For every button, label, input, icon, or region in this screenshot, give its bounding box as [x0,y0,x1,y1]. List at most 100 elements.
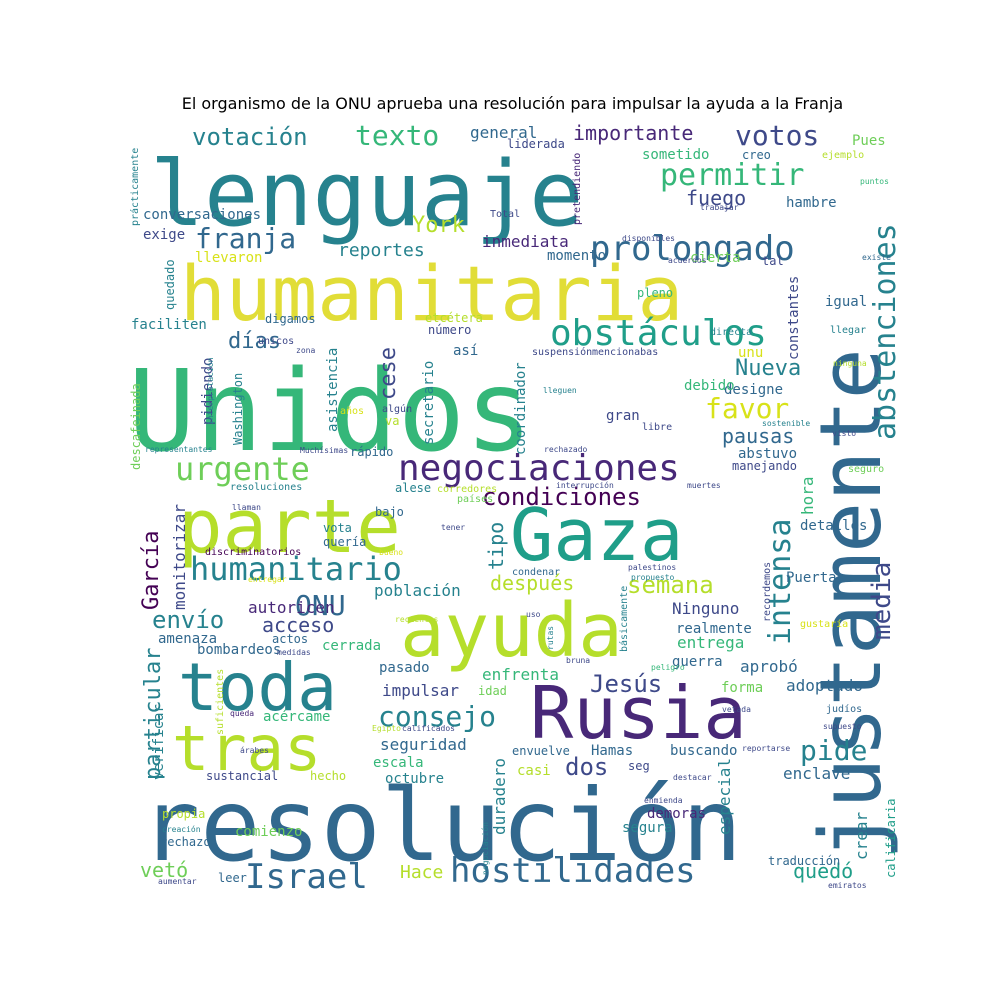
word-sostenible: sostenible [762,419,810,428]
word-rechazo: rechazó [160,835,211,849]
word-aprobo: aprobó [740,657,798,676]
word-monitorizar: monitorizar [170,504,189,610]
word-propuesto: propuesto [631,573,675,582]
word-propia: propia [162,807,205,821]
word-quedo: quedó [793,859,853,883]
word-total: Total [490,209,520,220]
word-suficientes: suficientes [215,669,226,735]
word-hamas: Hamas [591,743,633,759]
word-queria: quería [323,535,366,549]
word-nueva: Nueva [735,356,801,381]
word-secretario: secretario [421,361,437,445]
word-algun: algún [382,403,412,415]
word-condenar: condenar [512,567,560,578]
word-creacion: creación [162,824,201,834]
word-guerra: guerra [672,654,723,670]
word-israel: Israel [245,857,368,897]
word-etcetera: etcétera [425,311,483,325]
word-cerrada: cerrada [322,638,381,654]
word-llaman: llaman [232,503,261,512]
word-pidiendo: pidiendo [200,358,216,425]
word-mencionabas: mencionabas [592,347,658,358]
word-gran: gran [606,408,640,424]
word-poblacion: población [374,581,461,600]
word-exige: exige [143,227,185,243]
word-media: media [867,562,897,640]
word-texto: texto [355,119,439,152]
word-muchisimas: Muchísimas [300,446,348,455]
word-liderada: liderada [507,137,565,151]
word-uso: uso [526,610,541,619]
word-rechazado: rechazado [544,445,588,454]
word-seg: seg [628,759,650,773]
word-gaza: Gaza [510,493,683,577]
word-bruna: bruna [566,656,590,665]
word-emiratos: emiratos [828,881,867,890]
word-representantes: representantes [145,445,213,454]
word-jesus: Jesús [590,670,662,698]
word-unicos: únicos [258,335,294,347]
word-verificar: verificar [151,704,167,780]
word-casi: casi [517,763,551,779]
word-resoluciones: resoluciones [230,482,302,493]
word-pues: Pues [852,133,886,149]
word-calificaria: calificaria [884,799,898,878]
word-reportes: reportes [338,240,425,261]
word-unu: unu [738,345,763,361]
word-queda: queda [230,709,254,718]
word-seguridad: seguridad [380,735,467,754]
word-obstaculos: obstáculos [550,313,767,354]
word-octubre: octubre [385,771,444,787]
word-intensa: intensa [763,519,798,645]
word-tipo: tipo [484,522,508,570]
word-traduccion: traducción [768,854,840,868]
word-bombardeos: bombardeos [197,642,281,658]
word-recientes: recientes [395,615,439,624]
word-pleno: pleno [637,286,673,300]
word-momento: momento [547,248,606,264]
word-permitir: permitir [660,158,805,193]
word-hecho: hecho [310,769,346,783]
word-escala: escala [373,755,424,771]
word-ejemplo: ejemplo [822,150,864,161]
word-manejando: manejando [732,459,797,473]
word-faciliten: faciliten [131,317,207,333]
word-leer: leer [218,871,247,885]
word-acercame: acércame [263,709,330,725]
word-comienzo: comienzo [235,824,302,840]
word-tras: tras [172,712,321,785]
word-vetada: vetada [722,705,751,714]
word-basicamente: básicamente [618,586,630,652]
word-destacar: destacar [673,773,712,782]
word-peligro: peligro [651,663,685,672]
word-abstuvo: abstuvo [738,446,797,462]
word-disponibles: disponibles [622,234,675,243]
word-sustancial: sustancial [206,769,278,783]
word-demoras: demoras [647,806,706,822]
word-actos: actos [272,632,308,646]
word-hace: Hace [400,862,443,883]
word-hora: hora [798,476,817,515]
word-votacion: votación [192,123,308,151]
word-libre: libre [642,422,672,433]
word-conversaciones: conversaciones [143,207,261,223]
word-creo: creo [742,148,771,162]
word-egipto: Egipto [372,724,401,733]
word-palestinos: palestinos [628,563,676,572]
word-adoptado: adoptado [786,676,863,695]
word-acceso: acceso [262,613,334,637]
word-bajo: bajo [375,505,404,519]
word-lleguen: lleguen [543,386,577,395]
word-supuesto: supuesto [823,722,862,731]
word-calificados: calificados [402,724,455,733]
word-designe: designe [724,382,783,398]
word-onu: ONU [295,589,346,622]
word-trabajar: trabajar [700,203,739,212]
word-tal: tal [762,254,784,268]
word-entregar: entregar [248,575,287,584]
word-practicamente: prácticamente [129,148,141,226]
word-inmediata: inmediata [482,232,569,251]
word-dos: dos [565,753,608,781]
word-ninguna: ninguna [833,359,867,368]
word-york: York [412,213,465,238]
